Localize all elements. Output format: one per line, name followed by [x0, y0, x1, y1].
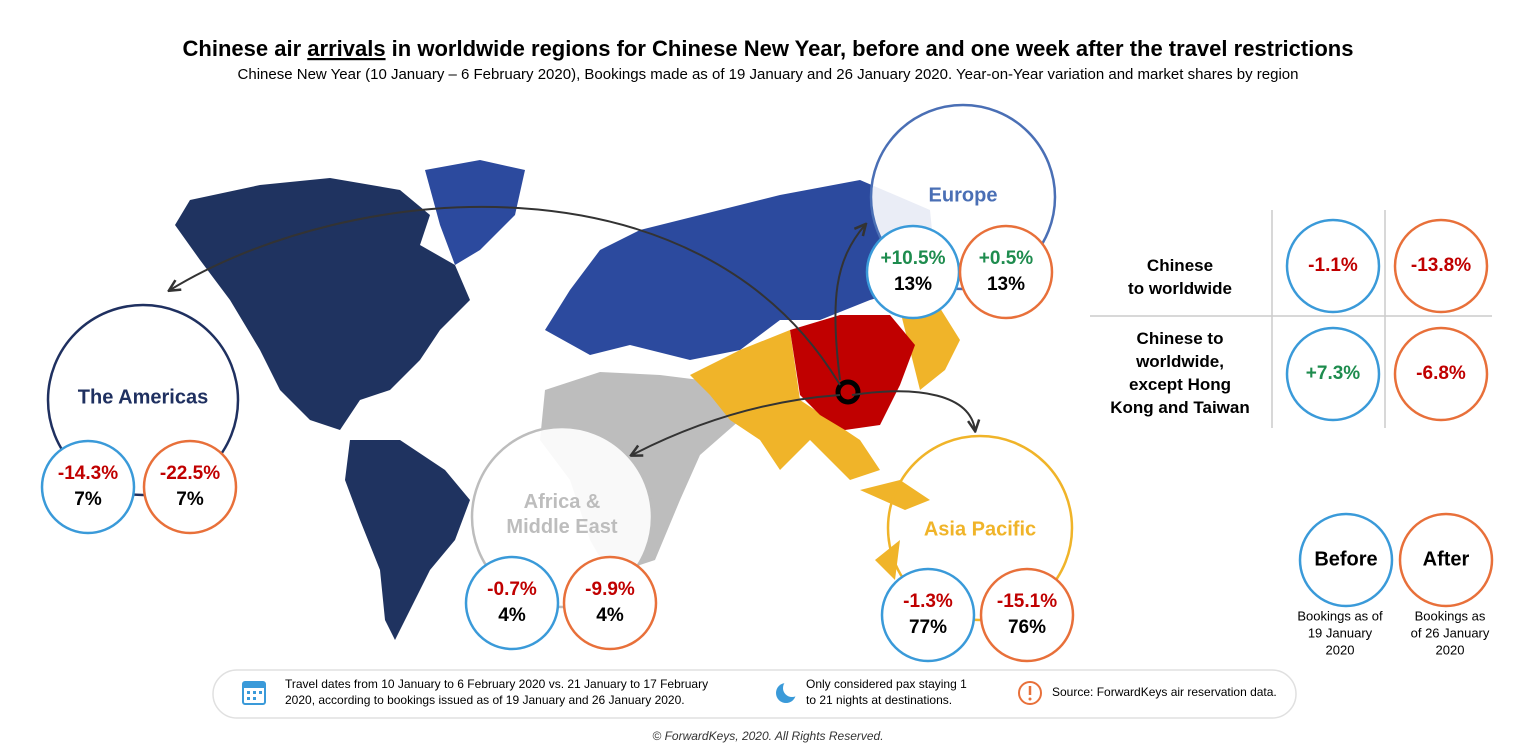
summary-label: worldwide,	[1135, 352, 1224, 371]
share-value: 77%	[909, 617, 947, 638]
change-value: -0.7%	[487, 579, 537, 600]
legend-caption: 2020	[1326, 642, 1355, 657]
legend-caption: Bookings as	[1415, 608, 1486, 623]
share-circle	[562, 555, 658, 651]
change-value: +0.5%	[979, 248, 1034, 269]
summary-value: -1.1%	[1308, 255, 1358, 276]
alert-icon	[1018, 681, 1042, 705]
note-text: 2020, according to bookings issued as of…	[285, 693, 685, 707]
summary-value: +7.3%	[1306, 363, 1361, 384]
change-value: -15.1%	[997, 591, 1057, 612]
moon-icon	[776, 679, 801, 703]
summary-circle	[1393, 326, 1489, 422]
share-value: 4%	[498, 605, 526, 626]
calendar-icon	[242, 681, 266, 705]
legend-label: Before	[1314, 548, 1377, 570]
notes-box	[212, 669, 1297, 719]
title-part: arrivals	[307, 36, 385, 61]
legend-label: After	[1423, 548, 1470, 570]
summary-label: Kong and Taiwan	[1110, 398, 1249, 417]
change-value: -22.5%	[160, 463, 220, 484]
legend-circle	[1298, 512, 1394, 608]
title-part: in worldwide regions for Chinese New Yea…	[386, 36, 1354, 61]
change-value: -9.9%	[585, 579, 635, 600]
share-value: 13%	[894, 274, 932, 295]
region-name: Europe	[929, 184, 998, 206]
summary-circle	[1393, 218, 1489, 314]
share-circle	[865, 224, 961, 320]
summary-value: -13.8%	[1411, 255, 1471, 276]
note-text: Travel dates from 10 January to 6 Februa…	[285, 677, 708, 691]
share-circle	[958, 224, 1054, 320]
summary-label: Chinese	[1147, 256, 1213, 275]
change-value: +10.5%	[881, 248, 946, 269]
title: Chinese air arrivals in worldwide region…	[183, 36, 1354, 61]
share-value: 7%	[74, 489, 102, 510]
note-text: Source: ForwardKeys air reservation data…	[1052, 685, 1277, 699]
summary-label: Chinese to	[1137, 329, 1224, 348]
share-value: 76%	[1008, 617, 1046, 638]
summary-label: to worldwide	[1128, 279, 1232, 298]
note-text: to 21 nights at destinations.	[806, 693, 952, 707]
region-name: Middle East	[506, 516, 617, 538]
legend-caption: Bookings as of	[1297, 608, 1383, 623]
summary-value: -6.8%	[1416, 363, 1466, 384]
legend-caption: of 26 January	[1411, 625, 1490, 640]
legend-caption: 19 January	[1308, 625, 1373, 640]
share-value: 7%	[176, 489, 204, 510]
share-circle	[464, 555, 560, 651]
share-circle	[979, 567, 1075, 663]
world-map	[170, 160, 975, 640]
copyright: © ForwardKeys, 2020. All Rights Reserved…	[652, 729, 883, 743]
summary-grid	[1090, 210, 1492, 428]
region-name: The Americas	[78, 386, 208, 408]
summary-label: except Hong	[1129, 375, 1231, 394]
summary-circle	[1285, 218, 1381, 314]
region-name: Asia Pacific	[924, 518, 1036, 540]
subtitle: Chinese New Year (10 January – 6 Februar…	[238, 66, 1299, 83]
title-part: Chinese air	[183, 36, 308, 61]
share-value: 4%	[596, 605, 624, 626]
change-value: -14.3%	[58, 463, 118, 484]
change-value: -1.3%	[903, 591, 953, 612]
share-circle	[40, 439, 136, 535]
region-name: Africa &	[524, 491, 601, 513]
summary-circle	[1285, 326, 1381, 422]
share-circle	[142, 439, 238, 535]
share-circle	[880, 567, 976, 663]
legend-circle	[1398, 512, 1494, 608]
region-circle	[886, 434, 1074, 622]
note-text: Only considered pax staying 1	[806, 677, 967, 691]
share-value: 13%	[987, 274, 1025, 295]
legend-caption: 2020	[1436, 642, 1465, 657]
